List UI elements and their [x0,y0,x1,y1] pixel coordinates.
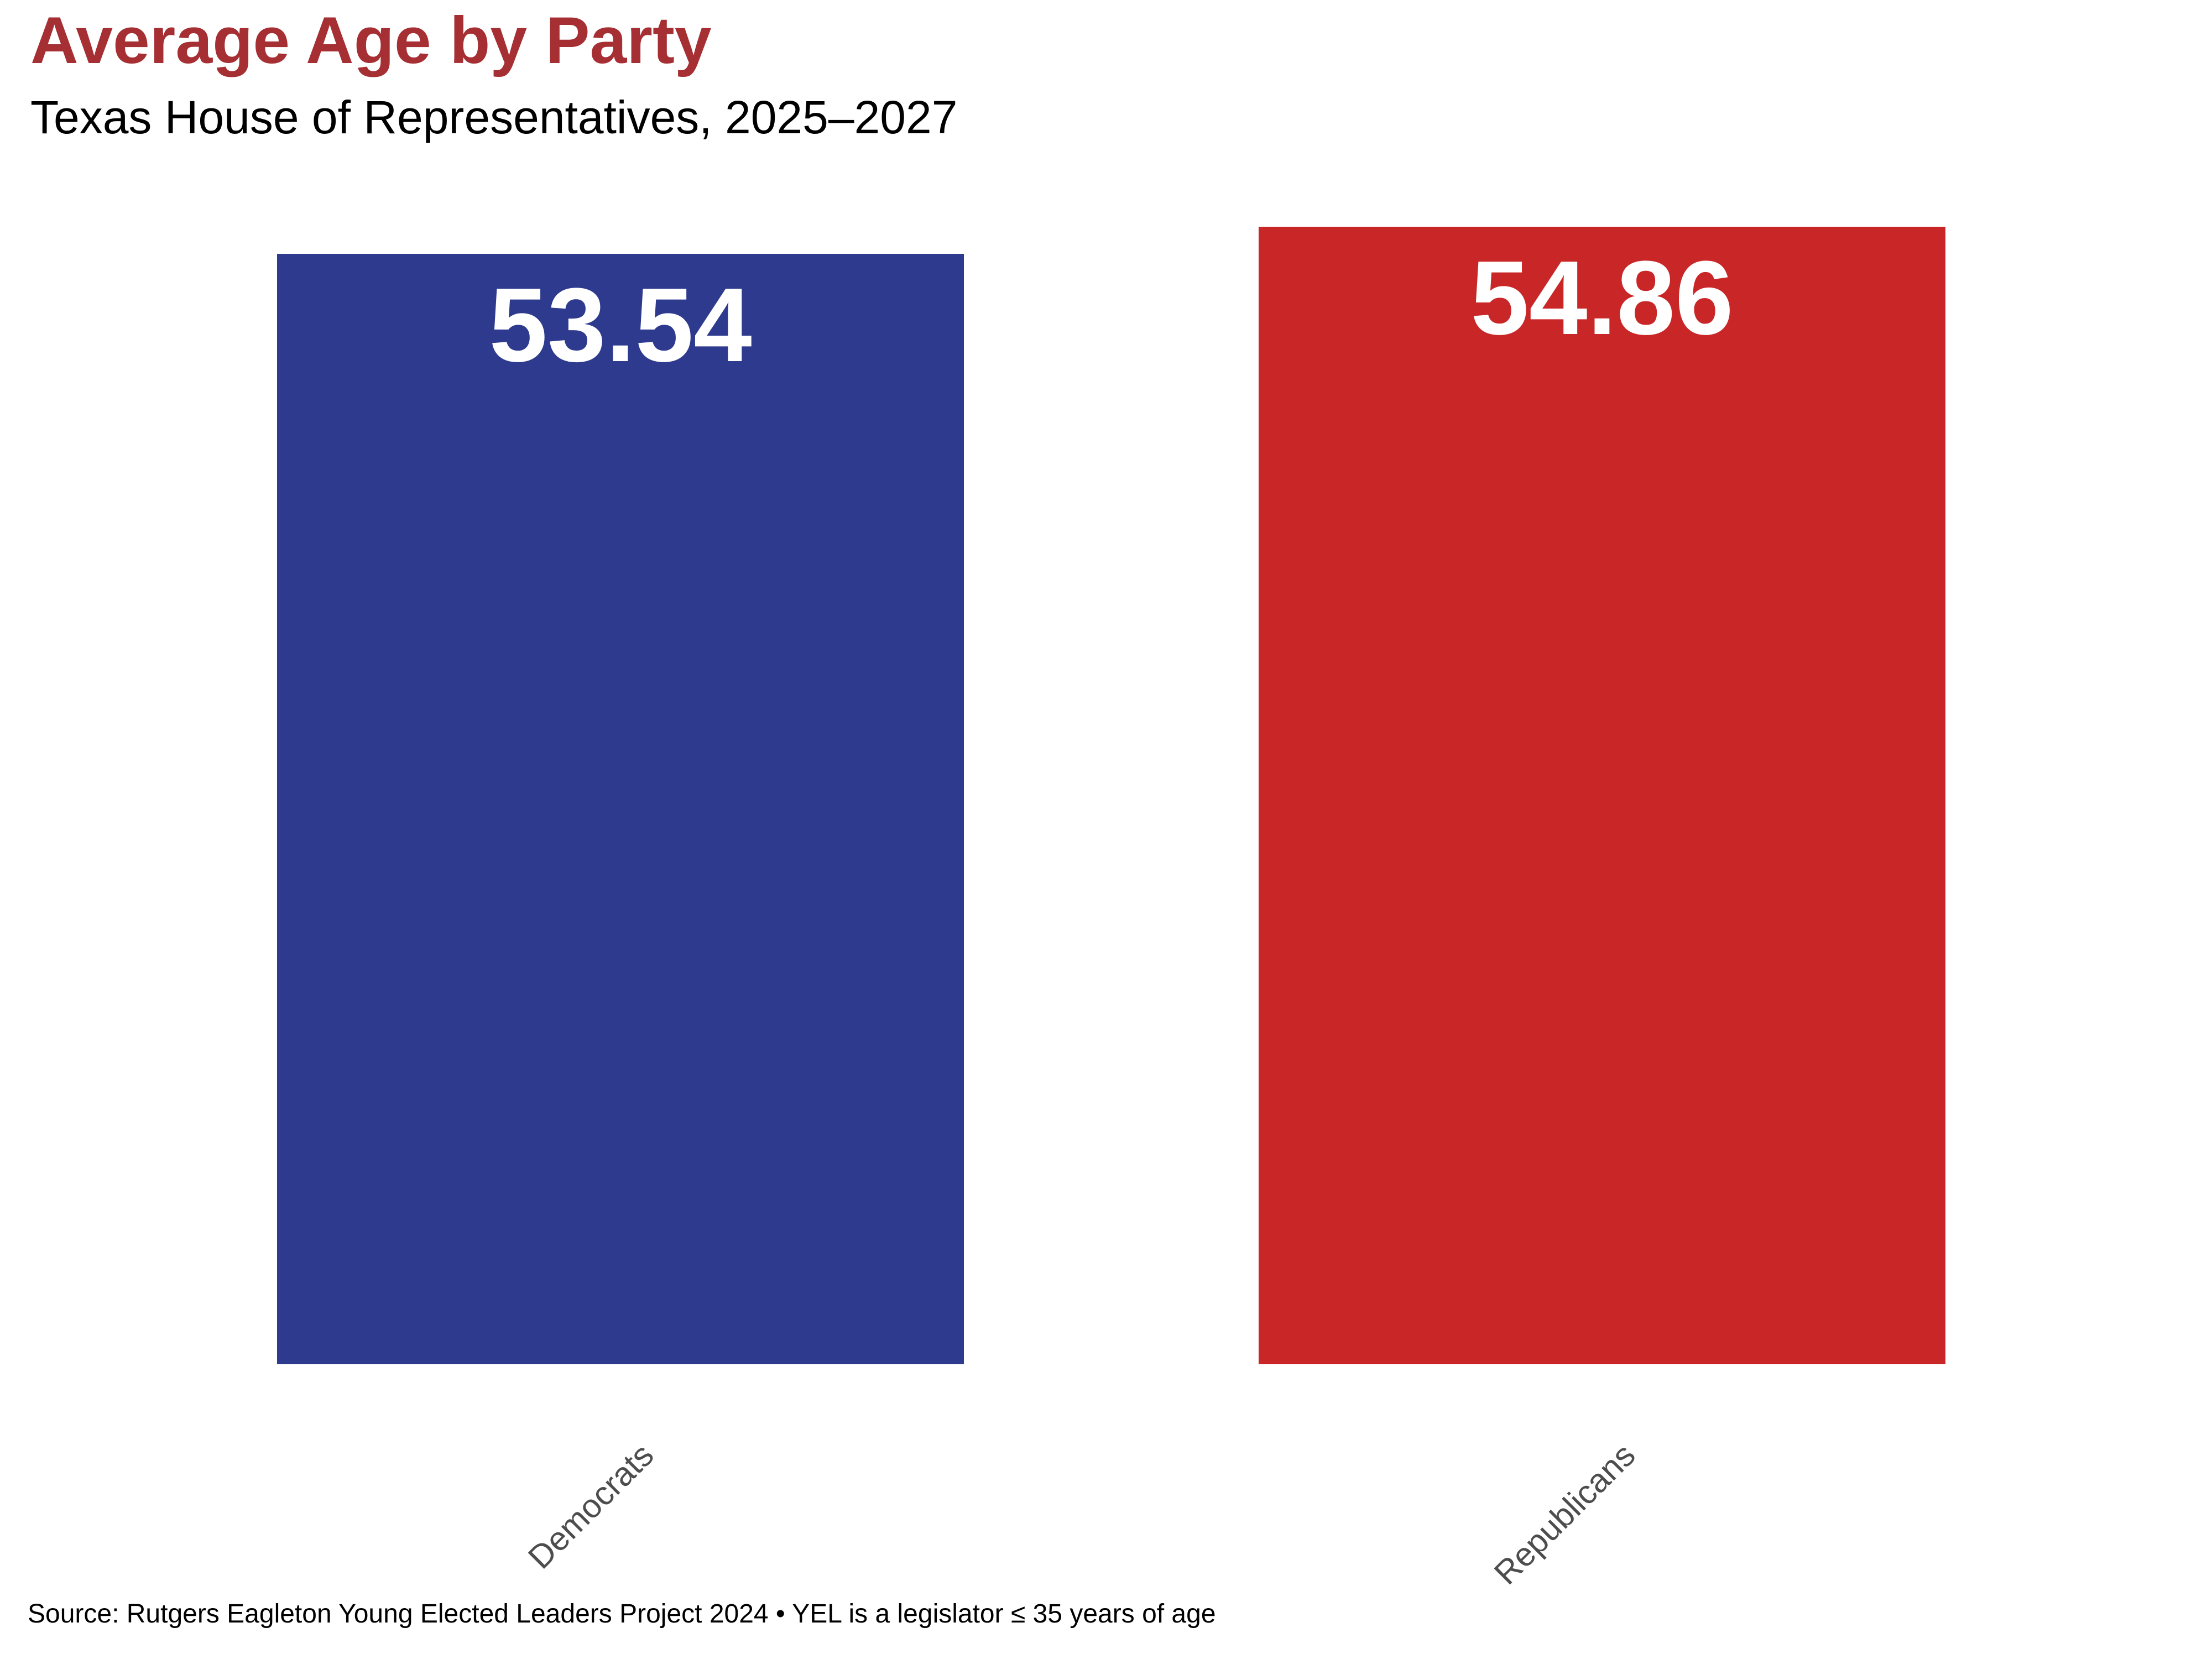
bar-republicans-value-label: 54.86 [1470,239,1734,357]
source-note: Source: Rutgers Eagleton Young Elected L… [28,1599,1216,1629]
bar-republicans: 54.86 [1259,227,1945,1364]
x-axis-label-democrats: Democrats [521,1436,661,1576]
chart-subtitle: Texas House of Representatives, 2025–202… [30,91,958,143]
chart-title: Average Age by Party [30,3,712,77]
x-axis-label-republicans: Republicans [1486,1436,1642,1592]
bar-democrats-value-label: 53.54 [489,267,752,384]
bar-democrats: 53.54 [277,254,964,1364]
